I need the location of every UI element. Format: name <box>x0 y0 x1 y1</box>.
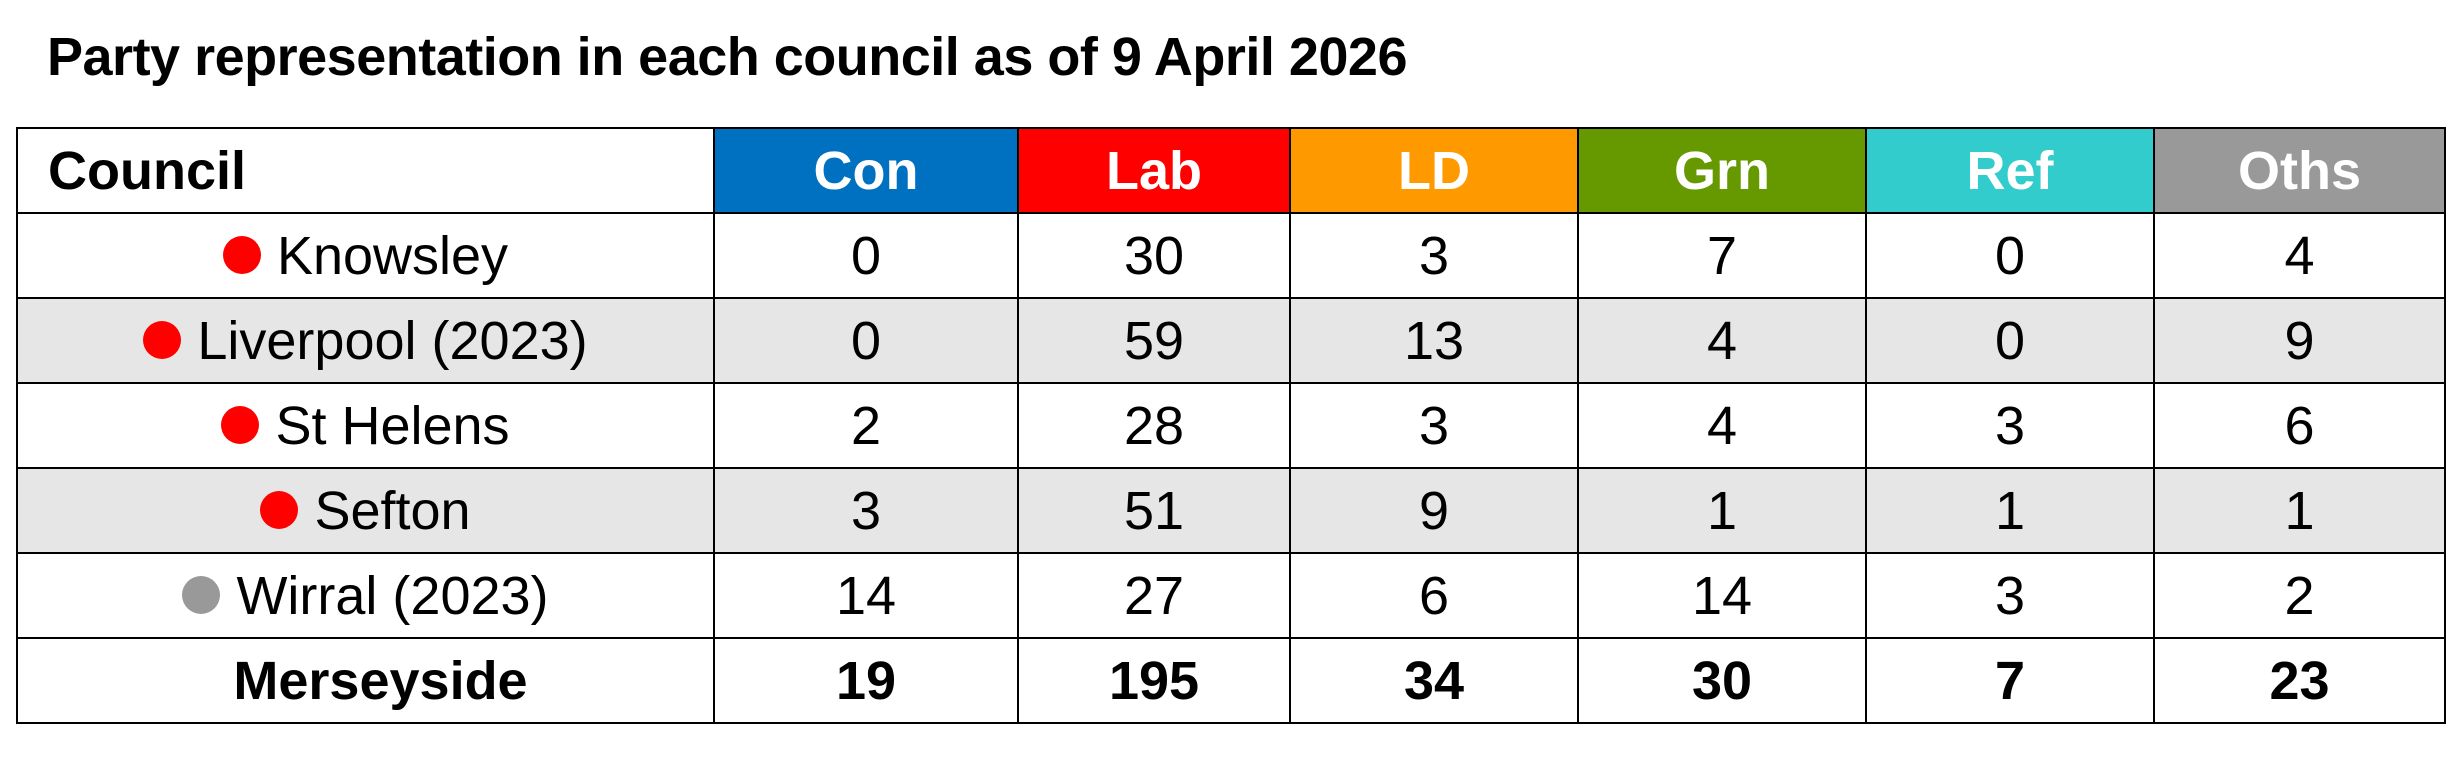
table-row: Wirral (2023) 14 27 6 14 3 2 <box>16 552 2446 639</box>
total-ref: 7 <box>1865 637 2155 724</box>
header-con: Con <box>713 127 1019 214</box>
council-cell: St Helens <box>16 382 715 469</box>
table-body: Knowsley 0 30 3 7 0 4 Liverpool (2023) 0 59 13 4 0 9 S… <box>16 212 2446 724</box>
cell-lab: 27 <box>1017 552 1291 639</box>
cell-con: 0 <box>713 297 1019 384</box>
cell-lab: 51 <box>1017 467 1291 554</box>
cell-ld: 9 <box>1289 467 1579 554</box>
cell-con: 14 <box>713 552 1019 639</box>
cell-oths: 6 <box>2153 382 2446 469</box>
cell-con: 2 <box>713 382 1019 469</box>
council-cell: Sefton <box>16 467 715 554</box>
cell-ld: 3 <box>1289 212 1579 299</box>
total-grn: 30 <box>1577 637 1867 724</box>
header-ref: Ref <box>1865 127 2155 214</box>
control-dot-icon <box>182 576 221 615</box>
cell-ld: 13 <box>1289 297 1579 384</box>
council-name: Liverpool (2023) <box>197 310 588 371</box>
table-row: St Helens 2 28 3 4 3 6 <box>16 382 2446 469</box>
control-dot-icon <box>221 406 260 445</box>
cell-ld: 3 <box>1289 382 1579 469</box>
cell-ref: 3 <box>1865 382 2155 469</box>
control-dot-icon <box>143 321 182 360</box>
cell-ld: 6 <box>1289 552 1579 639</box>
cell-grn: 1 <box>1577 467 1867 554</box>
cell-grn: 4 <box>1577 297 1867 384</box>
page-title: Party representation in each council as … <box>47 27 1408 87</box>
cell-ref: 0 <box>1865 212 2155 299</box>
council-name: Sefton <box>314 480 471 541</box>
cell-oths: 1 <box>2153 467 2446 554</box>
total-lab: 195 <box>1017 637 1291 724</box>
cell-grn: 14 <box>1577 552 1867 639</box>
council-name: St Helens <box>275 395 510 456</box>
cell-ref: 0 <box>1865 297 2155 384</box>
total-oths: 23 <box>2153 637 2446 724</box>
table-row: Knowsley 0 30 3 7 0 4 <box>16 212 2446 299</box>
header-row: Council Con Lab LD Grn Ref Oths <box>16 127 2446 214</box>
cell-ref: 1 <box>1865 467 2155 554</box>
cell-oths: 2 <box>2153 552 2446 639</box>
council-name: Knowsley <box>276 225 509 286</box>
table-row: Sefton 3 51 9 1 1 1 <box>16 467 2446 554</box>
council-cell: Knowsley <box>16 212 715 299</box>
cell-oths: 4 <box>2153 212 2446 299</box>
cell-lab: 28 <box>1017 382 1291 469</box>
cell-ref: 3 <box>1865 552 2155 639</box>
cell-lab: 30 <box>1017 212 1291 299</box>
table-row: Liverpool (2023) 0 59 13 4 0 9 <box>16 297 2446 384</box>
total-label: Merseyside <box>16 637 715 724</box>
control-dot-icon <box>260 491 299 530</box>
cell-con: 0 <box>713 212 1019 299</box>
header-council: Council <box>16 127 715 214</box>
council-cell: Wirral (2023) <box>16 552 715 639</box>
total-ld: 34 <box>1289 637 1579 724</box>
header-lab: Lab <box>1017 127 1291 214</box>
council-name: Wirral (2023) <box>236 565 549 626</box>
council-cell: Liverpool (2023) <box>16 297 715 384</box>
control-dot-icon <box>222 236 261 275</box>
cell-grn: 4 <box>1577 382 1867 469</box>
header-ld: LD <box>1289 127 1579 214</box>
total-con: 19 <box>713 637 1019 724</box>
header-grn: Grn <box>1577 127 1867 214</box>
header-oths: Oths <box>2153 127 2446 214</box>
cell-con: 3 <box>713 467 1019 554</box>
cell-grn: 7 <box>1577 212 1867 299</box>
total-row: Merseyside 19 195 34 30 7 23 <box>16 637 2446 724</box>
cell-lab: 59 <box>1017 297 1291 384</box>
cell-oths: 9 <box>2153 297 2446 384</box>
council-table: Council Con Lab LD Grn Ref Oths Knowsley… <box>16 127 2446 724</box>
